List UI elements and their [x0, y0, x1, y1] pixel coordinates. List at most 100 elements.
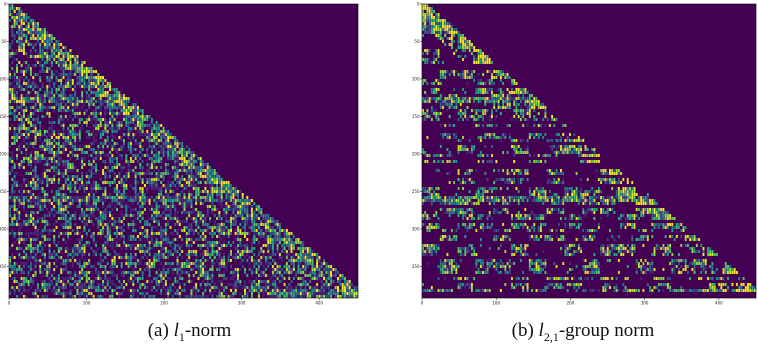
- heatmap-cell: [176, 160, 179, 163]
- heatmap-cell: [69, 145, 72, 148]
- heatmap-cell: [316, 283, 319, 286]
- heatmap-cell: [239, 280, 242, 283]
- heatmap-cell: [83, 295, 86, 298]
- heatmap-cell: [330, 289, 333, 292]
- heatmap-cell: [99, 295, 102, 298]
- heatmap-cell: [353, 295, 356, 298]
- heatmap-cell: [206, 211, 209, 214]
- heatmap-cell: [106, 229, 109, 232]
- heatmap-cell: [188, 211, 191, 214]
- heatmap-cell: [116, 157, 119, 160]
- heatmap-cell: [39, 265, 42, 268]
- heatmap-cell: [134, 154, 137, 157]
- heatmap-cell: [11, 49, 14, 52]
- heatmap-cell: [264, 286, 267, 289]
- heatmap-cell: [479, 52, 482, 55]
- heatmap-cell: [164, 199, 167, 202]
- heatmap-cell: [146, 148, 149, 151]
- heatmap-cell: [99, 121, 102, 124]
- heatmap-cell: [148, 154, 151, 157]
- heatmap-cell: [299, 262, 302, 265]
- heatmap-cell: [162, 286, 165, 289]
- heatmap-cell: [106, 121, 109, 124]
- heatmap-cell: [257, 229, 260, 232]
- heatmap-cell: [192, 274, 195, 277]
- heatmap-cell: [216, 172, 219, 175]
- heatmap-cell: [34, 220, 37, 223]
- heatmap-cell: [211, 253, 214, 256]
- heatmap-cell: [109, 232, 112, 235]
- heatmap-cell: [220, 205, 223, 208]
- heatmap-cell: [197, 175, 200, 178]
- heatmap-cell: [475, 58, 478, 61]
- heatmap-cell: [178, 268, 181, 271]
- heatmap-cell: [18, 202, 21, 205]
- heatmap-cell: [95, 244, 98, 247]
- heatmap-cell: [69, 289, 72, 292]
- heatmap-cell: [220, 283, 223, 286]
- heatmap-cell: [192, 253, 195, 256]
- heatmap-cell: [227, 205, 230, 208]
- heatmap-cell: [25, 34, 28, 37]
- heatmap-cell: [183, 178, 186, 181]
- heatmap-cell: [346, 280, 349, 283]
- heatmap-cell: [230, 283, 233, 286]
- heatmap-cell: [53, 238, 56, 241]
- heatmap-cell: [39, 202, 42, 205]
- heatmap-cell: [227, 187, 230, 190]
- heatmap-cell: [164, 145, 167, 148]
- heatmap-cell: [129, 262, 132, 265]
- heatmap-cell: [60, 133, 63, 136]
- heatmap-cell: [437, 22, 440, 25]
- heatmap-cell: [171, 247, 174, 250]
- heatmap-cell: [48, 97, 51, 100]
- heatmap-cell: [39, 52, 42, 55]
- heatmap-cell: [39, 196, 42, 199]
- heatmap-cell: [250, 271, 253, 274]
- heatmap-cell: [18, 79, 21, 82]
- heatmap-cell: [104, 241, 107, 244]
- heatmap-cell: [311, 286, 314, 289]
- heatmap-cell: [43, 91, 46, 94]
- heatmap-cell: [139, 214, 142, 217]
- heatmap-cell: [169, 250, 172, 253]
- heatmap-cell: [297, 259, 300, 262]
- heatmap-cell: [62, 259, 65, 262]
- heatmap-cell: [36, 157, 39, 160]
- heatmap-cell: [148, 253, 151, 256]
- heatmap-cell: [311, 292, 314, 295]
- heatmap-cell: [160, 151, 163, 154]
- heatmap-cell: [278, 265, 281, 268]
- heatmap-cell: [32, 274, 35, 277]
- heatmap-cell: [60, 196, 63, 199]
- heatmap-cell: [232, 220, 235, 223]
- heatmap-cell: [116, 109, 119, 112]
- heatmap-cell: [192, 163, 195, 166]
- heatmap-cell: [64, 73, 67, 76]
- heatmap-cell: [27, 274, 30, 277]
- heatmap-cell: [13, 127, 16, 130]
- heatmap-cell: [162, 196, 165, 199]
- heatmap-cell: [146, 235, 149, 238]
- heatmap-cell: [123, 229, 125, 232]
- heatmap-cell: [92, 283, 95, 286]
- heatmap-cell: [27, 43, 30, 46]
- heatmap-cell: [209, 241, 212, 244]
- heatmap-cell: [36, 130, 39, 133]
- heatmap-cell: [20, 199, 23, 202]
- heatmap-cell: [109, 265, 112, 268]
- heatmap-cell: [32, 88, 35, 91]
- heatmap-cell: [83, 184, 86, 187]
- heatmap-cell: [234, 190, 237, 193]
- heatmap-cell: [202, 295, 205, 298]
- heatmap-cell: [15, 247, 18, 250]
- heatmap-cell: [18, 82, 21, 85]
- heatmap-cell: [129, 211, 132, 214]
- heatmap-cell: [164, 169, 167, 172]
- heatmap-cell: [83, 223, 86, 226]
- heatmap-cell: [111, 292, 114, 295]
- heatmap-cell: [195, 217, 198, 220]
- heatmap-cell: [232, 292, 235, 295]
- heatmap-cell: [57, 169, 60, 172]
- heatmap-cell: [243, 256, 246, 259]
